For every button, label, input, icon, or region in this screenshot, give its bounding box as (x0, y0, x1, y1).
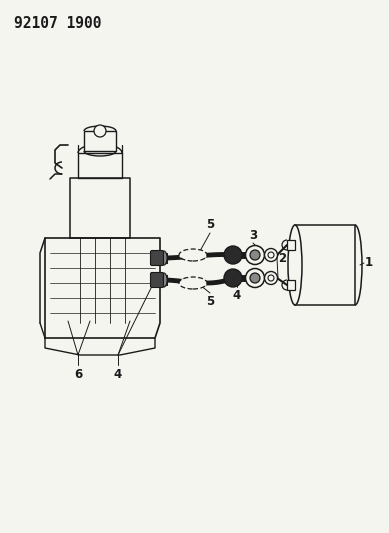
Text: 5: 5 (206, 295, 214, 308)
Ellipse shape (288, 225, 302, 305)
Ellipse shape (161, 251, 167, 265)
Text: 4: 4 (233, 289, 241, 302)
Ellipse shape (161, 273, 167, 287)
FancyBboxPatch shape (151, 251, 163, 265)
Text: 6: 6 (74, 368, 82, 381)
Ellipse shape (179, 249, 207, 261)
Circle shape (265, 271, 277, 285)
Text: 2: 2 (278, 252, 286, 264)
Circle shape (250, 250, 260, 260)
Text: 5: 5 (206, 218, 214, 231)
Bar (287, 280, 295, 290)
Ellipse shape (179, 277, 207, 289)
Circle shape (250, 273, 260, 283)
Bar (155, 275, 167, 285)
FancyBboxPatch shape (151, 272, 163, 287)
Text: 92107 1900: 92107 1900 (14, 16, 102, 31)
Circle shape (268, 275, 274, 281)
Circle shape (245, 246, 265, 264)
Circle shape (265, 248, 277, 262)
Bar (84, 131, 116, 151)
Bar (155, 253, 167, 263)
Bar (287, 240, 295, 250)
Circle shape (224, 246, 242, 264)
Circle shape (94, 125, 106, 137)
Circle shape (224, 269, 242, 287)
Circle shape (268, 252, 274, 258)
Circle shape (245, 269, 265, 287)
Text: 4: 4 (114, 368, 122, 381)
Text: 1: 1 (365, 256, 373, 270)
Text: 3: 3 (249, 229, 257, 242)
Bar (295, 225, 355, 305)
